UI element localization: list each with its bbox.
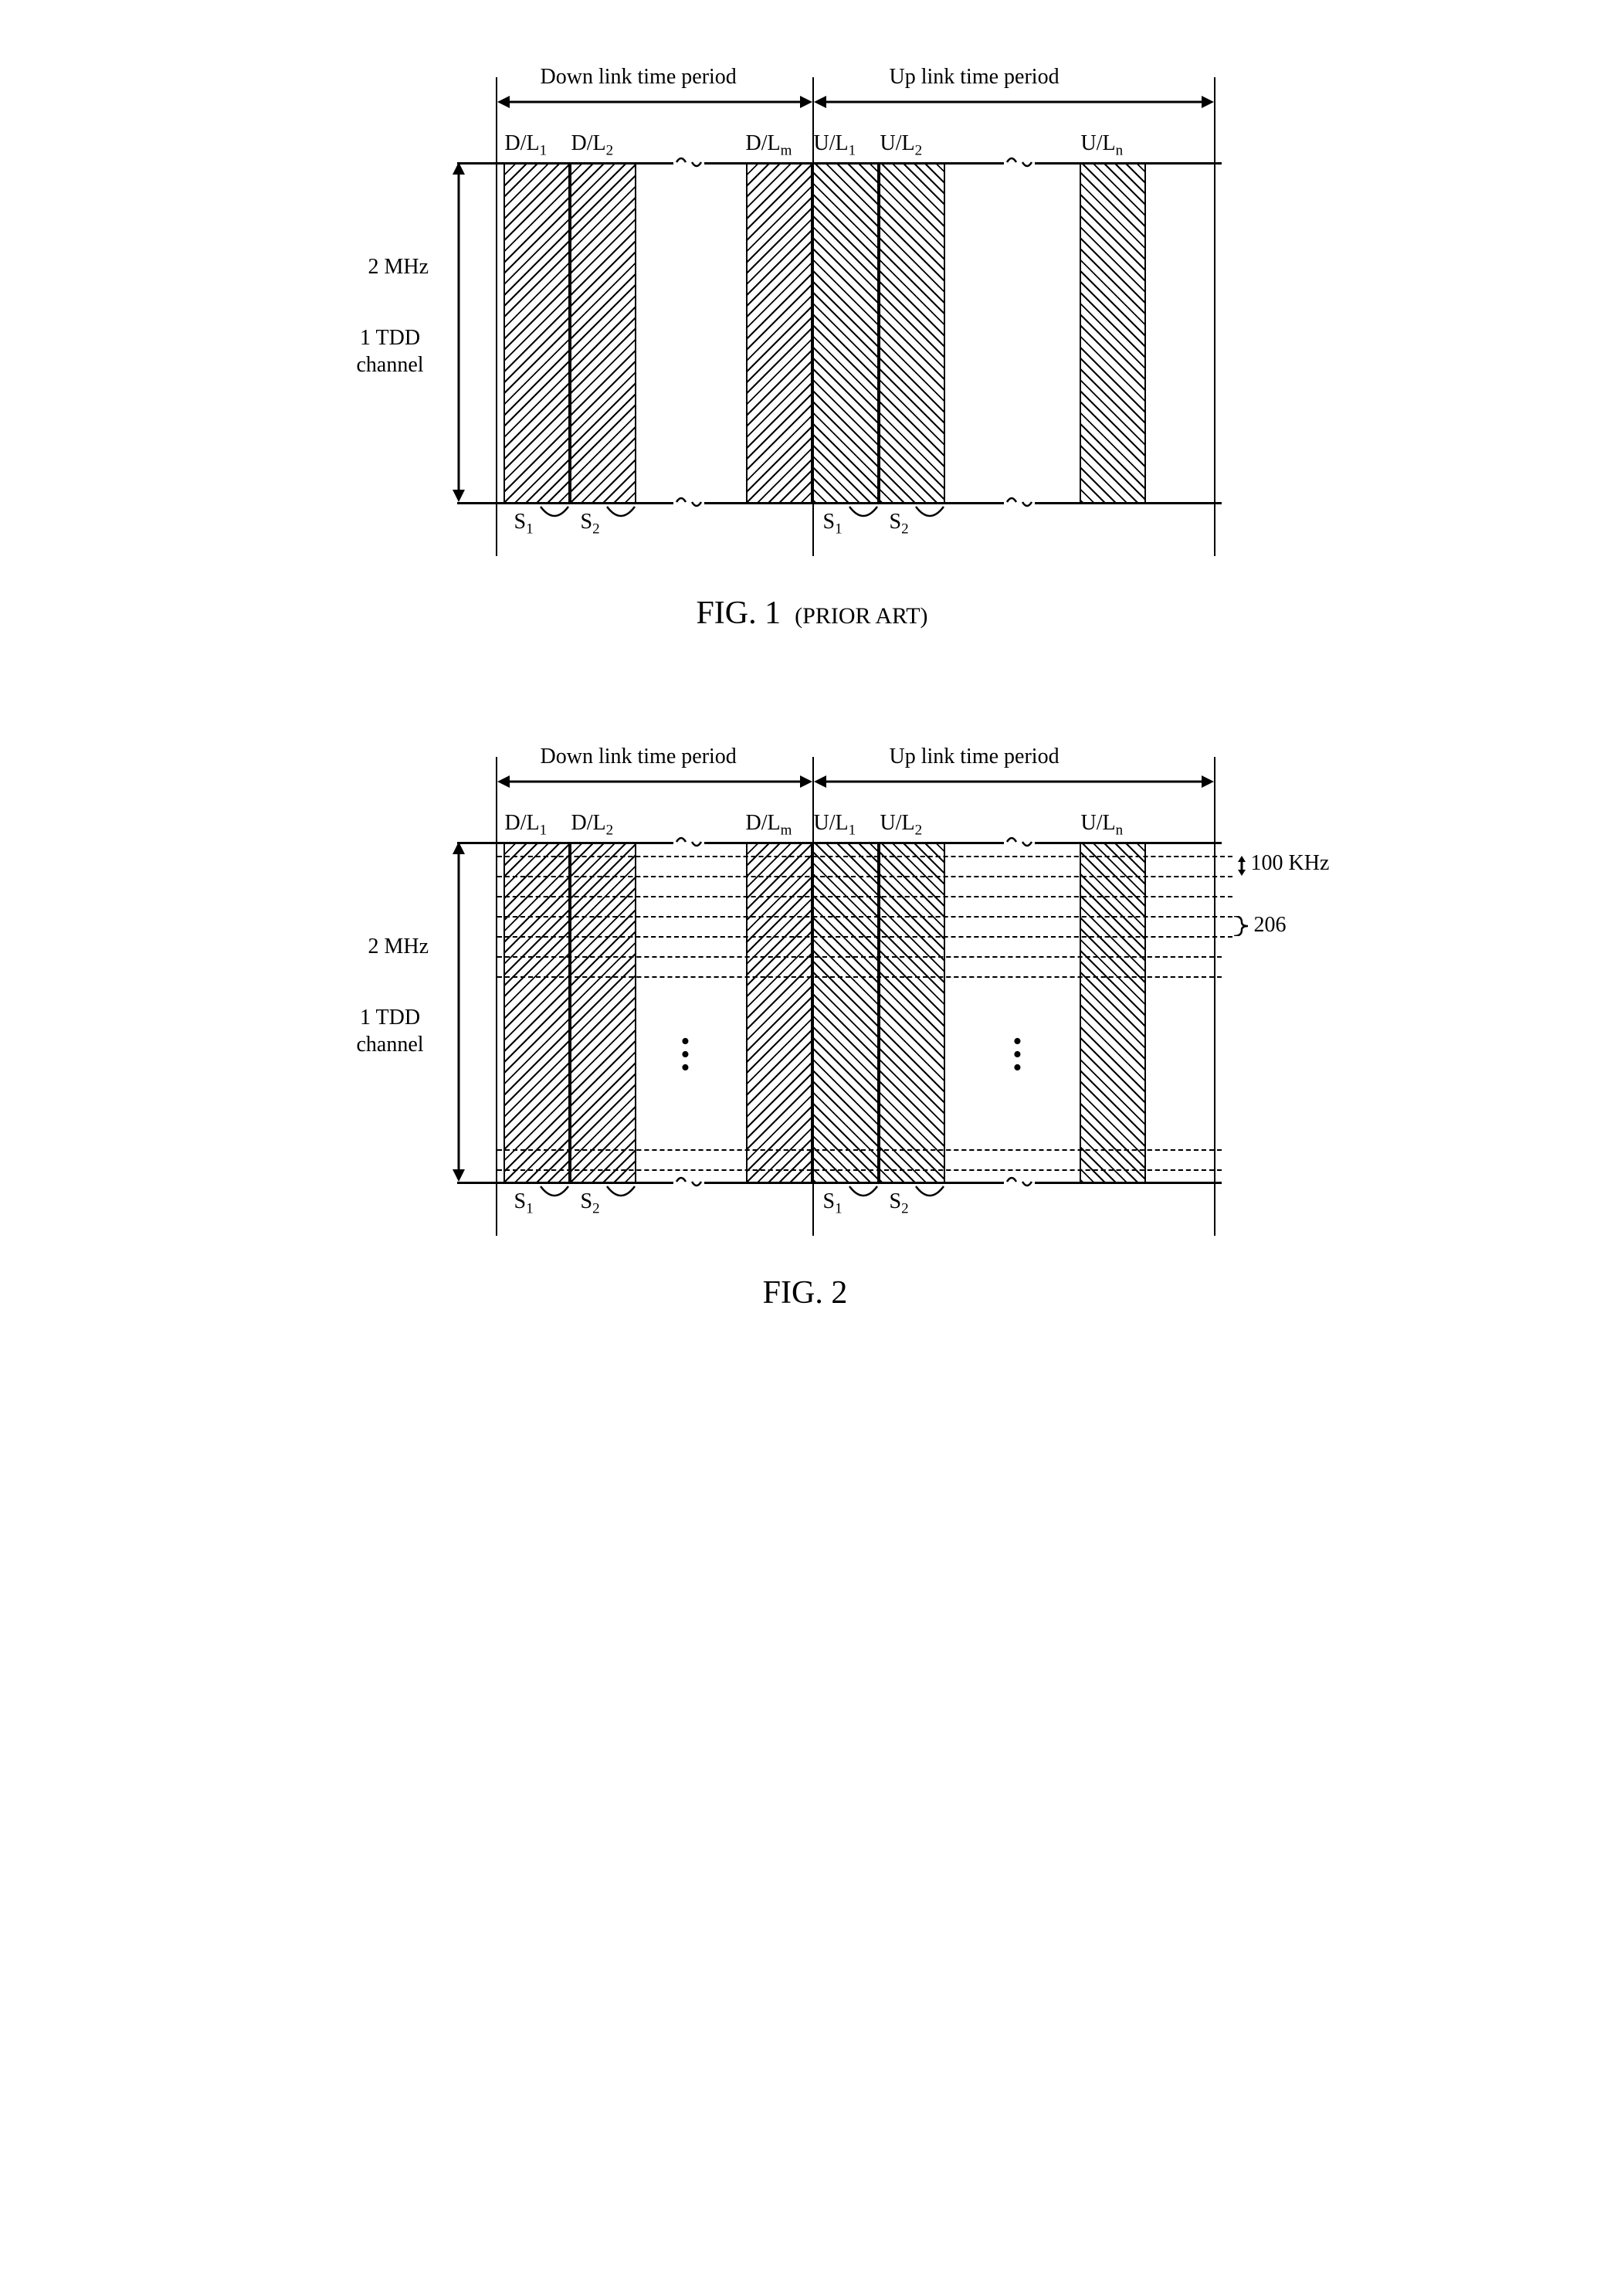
ul-slot-1: [812, 842, 879, 1182]
s-tick: [605, 505, 636, 528]
dl-label: D/Lm: [746, 811, 792, 840]
channel-label: 1 TDD channel: [357, 324, 424, 378]
uplink-arrow: [814, 772, 1214, 791]
channel-bottom-line: [457, 502, 1222, 504]
dl-label: D/L2: [571, 131, 614, 160]
subcarrier-ref: 206: [1254, 913, 1287, 938]
dl-slot-1: [503, 842, 570, 1182]
s-label: S2: [581, 510, 600, 538]
ul-slot-2: [879, 162, 945, 502]
downlink-period-label: Down link time period: [541, 65, 737, 90]
s-tick: [914, 505, 945, 528]
break-mark: [1004, 491, 1035, 513]
vertical-dots: •••: [681, 1035, 690, 1074]
ul-label: U/L1: [814, 131, 856, 160]
s-label: S1: [823, 510, 843, 538]
subcarrier-line-over: [497, 936, 1232, 938]
subcarrier-arrow: [1236, 856, 1248, 876]
s-label: S2: [581, 1189, 600, 1218]
dl-slot-2: [570, 162, 636, 502]
break-mark: [673, 151, 704, 173]
subcarrier-line-over: [497, 916, 1232, 918]
bandwidth-label: 2 MHz: [368, 255, 429, 280]
subcarrier-line-over: [497, 1169, 1222, 1171]
axis-left: [496, 757, 497, 1236]
ul-slot-n: [1080, 162, 1146, 502]
uplink-period-label: Up link time period: [890, 745, 1059, 769]
figure-2: Down link time period Up link time perio…: [272, 711, 1353, 1328]
ul-slot-1: [812, 162, 879, 502]
axis-left: [496, 77, 497, 556]
channel-bottom-line: [457, 1182, 1222, 1184]
subcarrier-line-over: [497, 956, 1222, 958]
break-mark: [673, 1171, 704, 1192]
s-label: S1: [514, 510, 534, 538]
downlink-arrow: [497, 772, 812, 791]
ul-slot-2: [879, 842, 945, 1182]
s-tick: [848, 1185, 879, 1208]
break-mark: [1004, 831, 1035, 853]
axis-right: [1214, 757, 1215, 1236]
dl-label: D/L1: [505, 811, 548, 840]
figure-caption: FIG. 1(PRIOR ART): [272, 595, 1353, 632]
subcarrier-line-over: [497, 896, 1232, 897]
ul-label: U/L2: [880, 811, 923, 840]
figure-1: Down link time period Up link time perio…: [272, 31, 1353, 649]
ul-label: U/L1: [814, 811, 856, 840]
axis-right: [1214, 77, 1215, 556]
ul-slot-n: [1080, 842, 1146, 1182]
subcarrier-label: 100 KHz: [1251, 851, 1330, 876]
bandwidth-arrow: [449, 842, 468, 1182]
s-label: S2: [890, 510, 909, 538]
subcarrier-line-over: [497, 1149, 1222, 1151]
dl-slot-m: [746, 162, 812, 502]
break-mark: [1004, 151, 1035, 173]
dl-slot-1: [503, 162, 570, 502]
dl-slot-2: [570, 842, 636, 1182]
s-tick: [539, 1185, 570, 1208]
s-tick: [914, 1185, 945, 1208]
subcarrier-line-over: [497, 856, 1232, 857]
dl-slot-m: [746, 842, 812, 1182]
s-tick: [848, 505, 879, 528]
dl-label: D/L1: [505, 131, 548, 160]
ref-brace: [1232, 916, 1249, 936]
subcarrier-line-over: [497, 876, 1232, 877]
s-tick: [539, 505, 570, 528]
bandwidth-arrow: [449, 162, 468, 502]
channel-label: 1 TDD channel: [357, 1004, 424, 1058]
uplink-period-label: Up link time period: [890, 65, 1059, 90]
ul-label: U/Ln: [1081, 811, 1124, 840]
vertical-dots: •••: [1013, 1035, 1022, 1074]
downlink-arrow: [497, 93, 812, 111]
s-label: S1: [514, 1189, 534, 1218]
subcarrier-line-over: [497, 976, 1222, 978]
s-label: S1: [823, 1189, 843, 1218]
figure-caption: FIG. 2: [272, 1274, 1353, 1311]
dl-label: D/L2: [571, 811, 614, 840]
dl-label: D/Lm: [746, 131, 792, 160]
downlink-period-label: Down link time period: [541, 745, 737, 769]
s-label: S2: [890, 1189, 909, 1218]
uplink-arrow: [814, 93, 1214, 111]
break-mark: [1004, 1171, 1035, 1192]
bandwidth-label: 2 MHz: [368, 935, 429, 959]
ul-label: U/Ln: [1081, 131, 1124, 160]
break-mark: [673, 831, 704, 853]
ul-label: U/L2: [880, 131, 923, 160]
s-tick: [605, 1185, 636, 1208]
break-mark: [673, 491, 704, 513]
